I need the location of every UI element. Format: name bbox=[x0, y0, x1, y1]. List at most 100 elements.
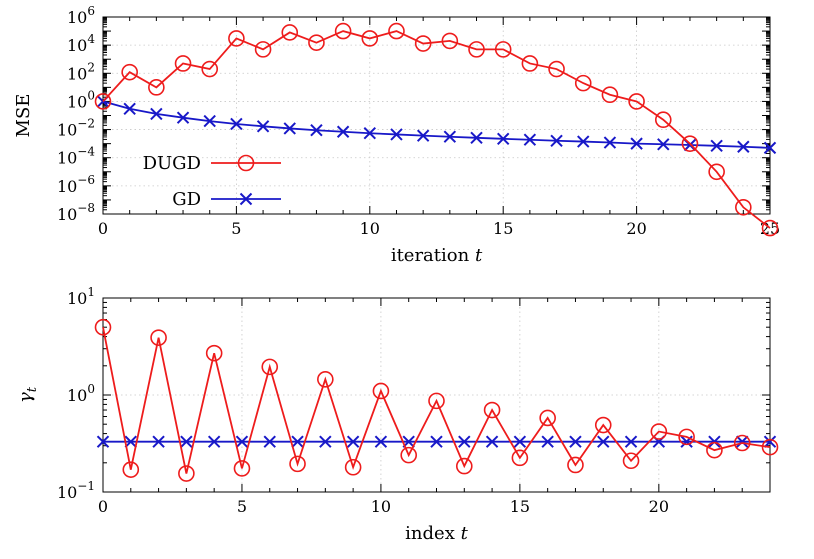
data-point bbox=[150, 329, 167, 346]
data-point bbox=[233, 460, 251, 477]
x-tick-label: 20 bbox=[626, 219, 646, 238]
data-point bbox=[334, 22, 352, 40]
data-point bbox=[96, 435, 110, 448]
y-tick-base: 10 bbox=[67, 36, 87, 55]
y-axis-subscript: t bbox=[25, 386, 40, 392]
data-point bbox=[657, 138, 670, 151]
data-point bbox=[539, 409, 556, 427]
series-gd bbox=[96, 435, 777, 448]
y-tick-base: 10 bbox=[57, 205, 77, 224]
data-point bbox=[363, 127, 377, 140]
y-axis-label: MSE bbox=[13, 94, 34, 138]
y-tick-exponent: 0 bbox=[87, 88, 95, 102]
legend-label: DUGD bbox=[143, 153, 201, 174]
data-point bbox=[468, 41, 485, 58]
data-point bbox=[235, 435, 249, 448]
data-point bbox=[94, 318, 112, 336]
y-tick-label: 106 bbox=[67, 4, 95, 27]
data-point bbox=[513, 435, 527, 448]
y-tick-exponent: −6 bbox=[77, 173, 95, 187]
data-point bbox=[654, 111, 672, 129]
data-point bbox=[736, 435, 749, 448]
legend-marker bbox=[239, 192, 253, 206]
y-tick-label: 100 bbox=[67, 88, 95, 111]
legend-label: GD bbox=[172, 189, 201, 210]
y-tick-exponent: −4 bbox=[77, 145, 95, 159]
data-point bbox=[550, 134, 563, 147]
data-point bbox=[123, 102, 136, 115]
y-tick-base: 10 bbox=[67, 92, 87, 111]
data-point bbox=[388, 22, 405, 40]
data-point bbox=[205, 344, 223, 362]
data-point bbox=[594, 416, 612, 434]
data-point bbox=[94, 93, 112, 110]
data-point bbox=[628, 93, 645, 110]
series-dugd bbox=[94, 22, 779, 237]
y-tick-base: 10 bbox=[67, 64, 87, 83]
legend-marker bbox=[237, 154, 255, 172]
x-tick-label: 0 bbox=[98, 497, 108, 516]
y-tick-label: 104 bbox=[67, 32, 95, 55]
x-tick-label: 10 bbox=[371, 497, 391, 516]
y-tick-exponent: −1 bbox=[77, 479, 95, 493]
data-point bbox=[228, 30, 245, 47]
data-point bbox=[256, 120, 270, 133]
data-point bbox=[121, 63, 138, 81]
data-point bbox=[310, 124, 323, 137]
data-point bbox=[152, 435, 165, 448]
data-point bbox=[708, 435, 721, 448]
data-point bbox=[416, 129, 430, 142]
data-point bbox=[319, 435, 332, 448]
data-point bbox=[122, 461, 140, 478]
data-point bbox=[317, 371, 334, 388]
y-tick-label: 10−8 bbox=[57, 201, 95, 224]
data-point bbox=[761, 438, 779, 456]
x-tick-label: 0 bbox=[98, 219, 108, 238]
series-line bbox=[102, 327, 771, 474]
y-axis-label: γt bbox=[15, 386, 40, 403]
data-point bbox=[308, 34, 325, 51]
y-tick-label: 10−2 bbox=[57, 117, 95, 140]
data-point bbox=[569, 435, 582, 448]
y-tick-label: 10−1 bbox=[57, 479, 95, 502]
data-point bbox=[414, 35, 432, 52]
data-point bbox=[203, 114, 216, 128]
data-point bbox=[201, 60, 219, 78]
data-point bbox=[763, 435, 777, 448]
data-point bbox=[567, 456, 584, 474]
data-point bbox=[124, 435, 137, 448]
panel-1: 0 5 10 15 20 2510610410210010−210−410−610−8it… bbox=[13, 4, 780, 266]
data-point bbox=[254, 41, 272, 58]
data-point bbox=[737, 140, 750, 153]
data-point bbox=[735, 198, 752, 216]
data-point bbox=[622, 452, 640, 470]
data-point bbox=[541, 435, 554, 448]
y-tick-label: 10−6 bbox=[57, 173, 95, 196]
data-point bbox=[630, 137, 643, 150]
data-point bbox=[523, 133, 537, 146]
y-tick-base: 10 bbox=[67, 386, 87, 405]
data-point bbox=[178, 465, 195, 482]
x-axis-variable: t bbox=[475, 245, 483, 266]
data-point bbox=[374, 435, 388, 448]
y-tick-exponent: −8 bbox=[77, 201, 95, 215]
data-point bbox=[346, 435, 360, 448]
data-point bbox=[443, 130, 457, 143]
y-tick-label: 10−4 bbox=[57, 145, 95, 168]
y-tick-base: 10 bbox=[57, 177, 77, 196]
data-point bbox=[261, 358, 279, 376]
data-point bbox=[263, 435, 276, 448]
data-point bbox=[763, 141, 777, 155]
x-axis-label: iteration t bbox=[391, 245, 483, 266]
data-point bbox=[496, 132, 510, 146]
y-axis-variable: γ bbox=[15, 392, 36, 403]
y-tick-exponent: 4 bbox=[87, 32, 95, 46]
data-point bbox=[372, 382, 390, 400]
data-point bbox=[603, 136, 617, 149]
series-gd bbox=[96, 95, 777, 155]
y-tick-base: 10 bbox=[57, 149, 77, 168]
data-point bbox=[483, 401, 501, 419]
data-point bbox=[706, 441, 723, 459]
data-point bbox=[281, 24, 299, 41]
